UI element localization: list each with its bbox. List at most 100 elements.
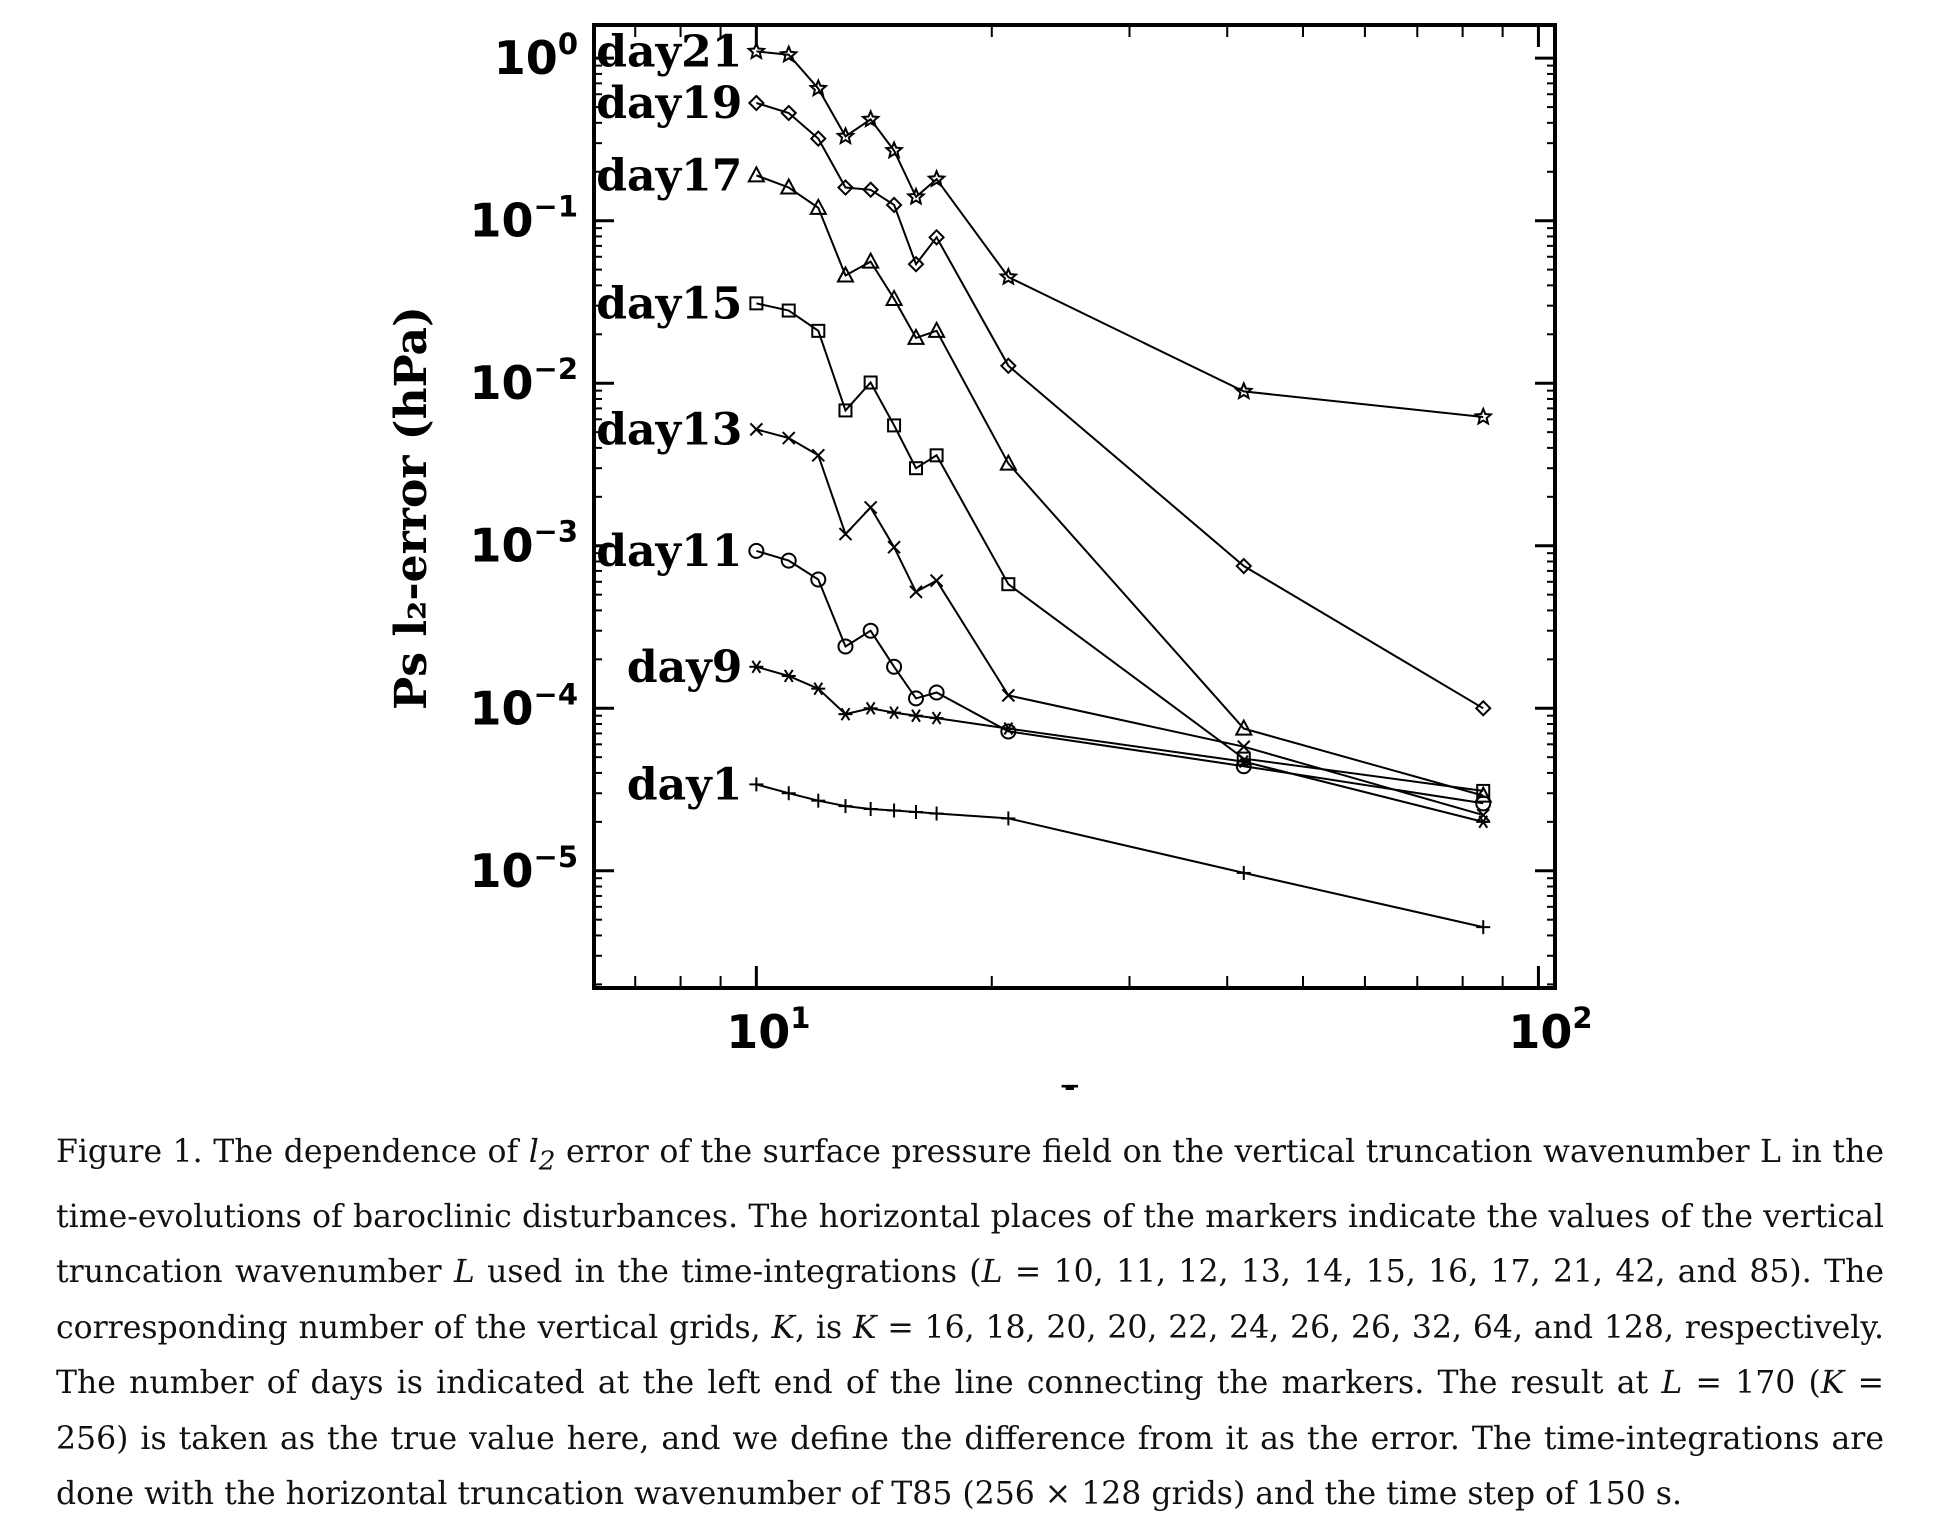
asterisk-stroke	[840, 707, 851, 721]
circle-shape	[1475, 795, 1492, 812]
tick-base: 10	[470, 194, 534, 248]
tick-base: 10	[470, 356, 534, 410]
diamond-shape	[862, 181, 880, 199]
point-day13-L16	[909, 585, 923, 599]
triangle-shape	[906, 327, 926, 345]
x-tick-label-2: 102	[1508, 1001, 1592, 1059]
diamond-shape	[747, 94, 765, 112]
point-day19-L21	[999, 357, 1017, 375]
circle-shape	[1000, 723, 1017, 740]
point-day9-L85	[1476, 815, 1491, 829]
cross-stroke	[929, 573, 944, 588]
tick-exponent: −5	[534, 840, 578, 874]
caption-text-2: error of the surface pressure field on t…	[56, 1134, 1885, 1291]
point-day21-L10	[746, 40, 767, 61]
point-day13-L14	[863, 500, 878, 515]
point-day1-L85	[1476, 920, 1491, 935]
square-shape	[781, 303, 796, 318]
point-day17-L11	[779, 177, 798, 195]
cross-stroke	[863, 500, 878, 515]
point-day15-L21	[1001, 577, 1016, 592]
asterisk-stroke	[911, 709, 921, 723]
l2-symbol: l2	[528, 1134, 556, 1176]
series-line-day11	[756, 549, 1484, 805]
series-line-day15	[756, 302, 1484, 792]
point-day15-L14	[863, 375, 878, 390]
square-shape	[838, 403, 853, 418]
point-day11-L10	[748, 542, 765, 559]
series-line-day19	[756, 102, 1484, 710]
point-day17-L12	[809, 197, 828, 215]
caption-K-1: K	[771, 1309, 796, 1346]
caption-text-6: = 16, 18, 20, 20, 22, 24, 26, 26, 32, 64…	[56, 1309, 1884, 1402]
point-day15-L42	[1236, 751, 1251, 766]
diamond-shape	[907, 255, 925, 273]
cross-stroke	[887, 540, 901, 554]
asterisk-stroke	[865, 701, 876, 715]
caption-text-3: used in the time-integrations (	[474, 1254, 982, 1291]
caption-text-4: = 10, 11, 12, 13, 14, 15, 16, 17, 21, 42…	[56, 1254, 1885, 1346]
triangle-shape	[747, 165, 766, 183]
point-day21-L17	[926, 168, 947, 188]
circle-shape	[862, 622, 879, 639]
series-lines	[756, 50, 1484, 929]
x-tick-labels: 101 102	[726, 1001, 1592, 1059]
cross-stroke	[1001, 688, 1016, 703]
point-day21-L11	[778, 44, 799, 64]
square-shape	[1236, 751, 1251, 766]
point-day13-L17	[929, 573, 944, 588]
caption-text-7: = 170 (	[1682, 1365, 1821, 1402]
point-day15-L17	[929, 448, 944, 463]
star-shape	[860, 108, 881, 128]
l2-base: l	[528, 1134, 539, 1170]
caption-text-5: , is	[795, 1309, 853, 1346]
diamond-shape	[999, 357, 1017, 375]
point-day19-L11	[780, 104, 798, 122]
circle-shape	[748, 542, 765, 559]
point-day17-L17	[927, 320, 946, 338]
point-day1-L14	[863, 801, 878, 816]
point-day9-L21	[1001, 722, 1016, 736]
triangle-shape	[999, 453, 1018, 471]
caption-text-1: The dependence of	[202, 1134, 529, 1170]
point-day9-L12	[811, 682, 826, 696]
tick-exponent: 1	[790, 1001, 810, 1035]
asterisk-stroke	[931, 711, 942, 725]
point-day17-L21	[999, 453, 1018, 471]
x-axis-title: L	[1060, 1077, 1091, 1090]
point-day19-L17	[928, 228, 946, 246]
circle-shape	[928, 684, 945, 701]
series-markers	[746, 40, 1494, 935]
circle-shape	[780, 552, 797, 569]
square-shape	[908, 461, 923, 476]
square-shape	[749, 296, 764, 311]
tick-base: 10	[1508, 1005, 1572, 1059]
y-axis-title: Ps l₂-error (hPa)	[386, 306, 437, 710]
point-day19-L13	[837, 179, 854, 196]
point-day1-L15	[887, 803, 902, 818]
point-day19-L16	[907, 255, 925, 273]
caption-L-2: L	[981, 1254, 1003, 1291]
x-tick-label-1: 101	[726, 1001, 810, 1059]
point-day9-L13	[838, 707, 853, 721]
series-line-day21	[756, 50, 1484, 418]
point-day15-L12	[811, 323, 826, 338]
tick-base: 10	[470, 519, 534, 573]
point-day1-L13	[838, 799, 853, 814]
tick-exponent: −2	[534, 352, 578, 386]
circle-shape	[810, 571, 827, 588]
y-tick-label-m3: 10−3	[470, 515, 579, 573]
asterisk-stroke	[783, 669, 794, 683]
cross-stroke	[909, 585, 923, 599]
series-label-day13: day13	[596, 404, 742, 455]
caption-L-3: L	[1661, 1365, 1683, 1402]
point-day13-L15	[887, 540, 901, 554]
diamond-shape	[885, 196, 903, 214]
series-line-day9	[756, 665, 1484, 823]
point-day19-L15	[885, 196, 903, 214]
point-day1-L42	[1236, 865, 1251, 880]
series-label-day9: day9	[627, 642, 742, 693]
point-day15-L11	[781, 303, 796, 318]
circle-shape	[886, 658, 903, 675]
